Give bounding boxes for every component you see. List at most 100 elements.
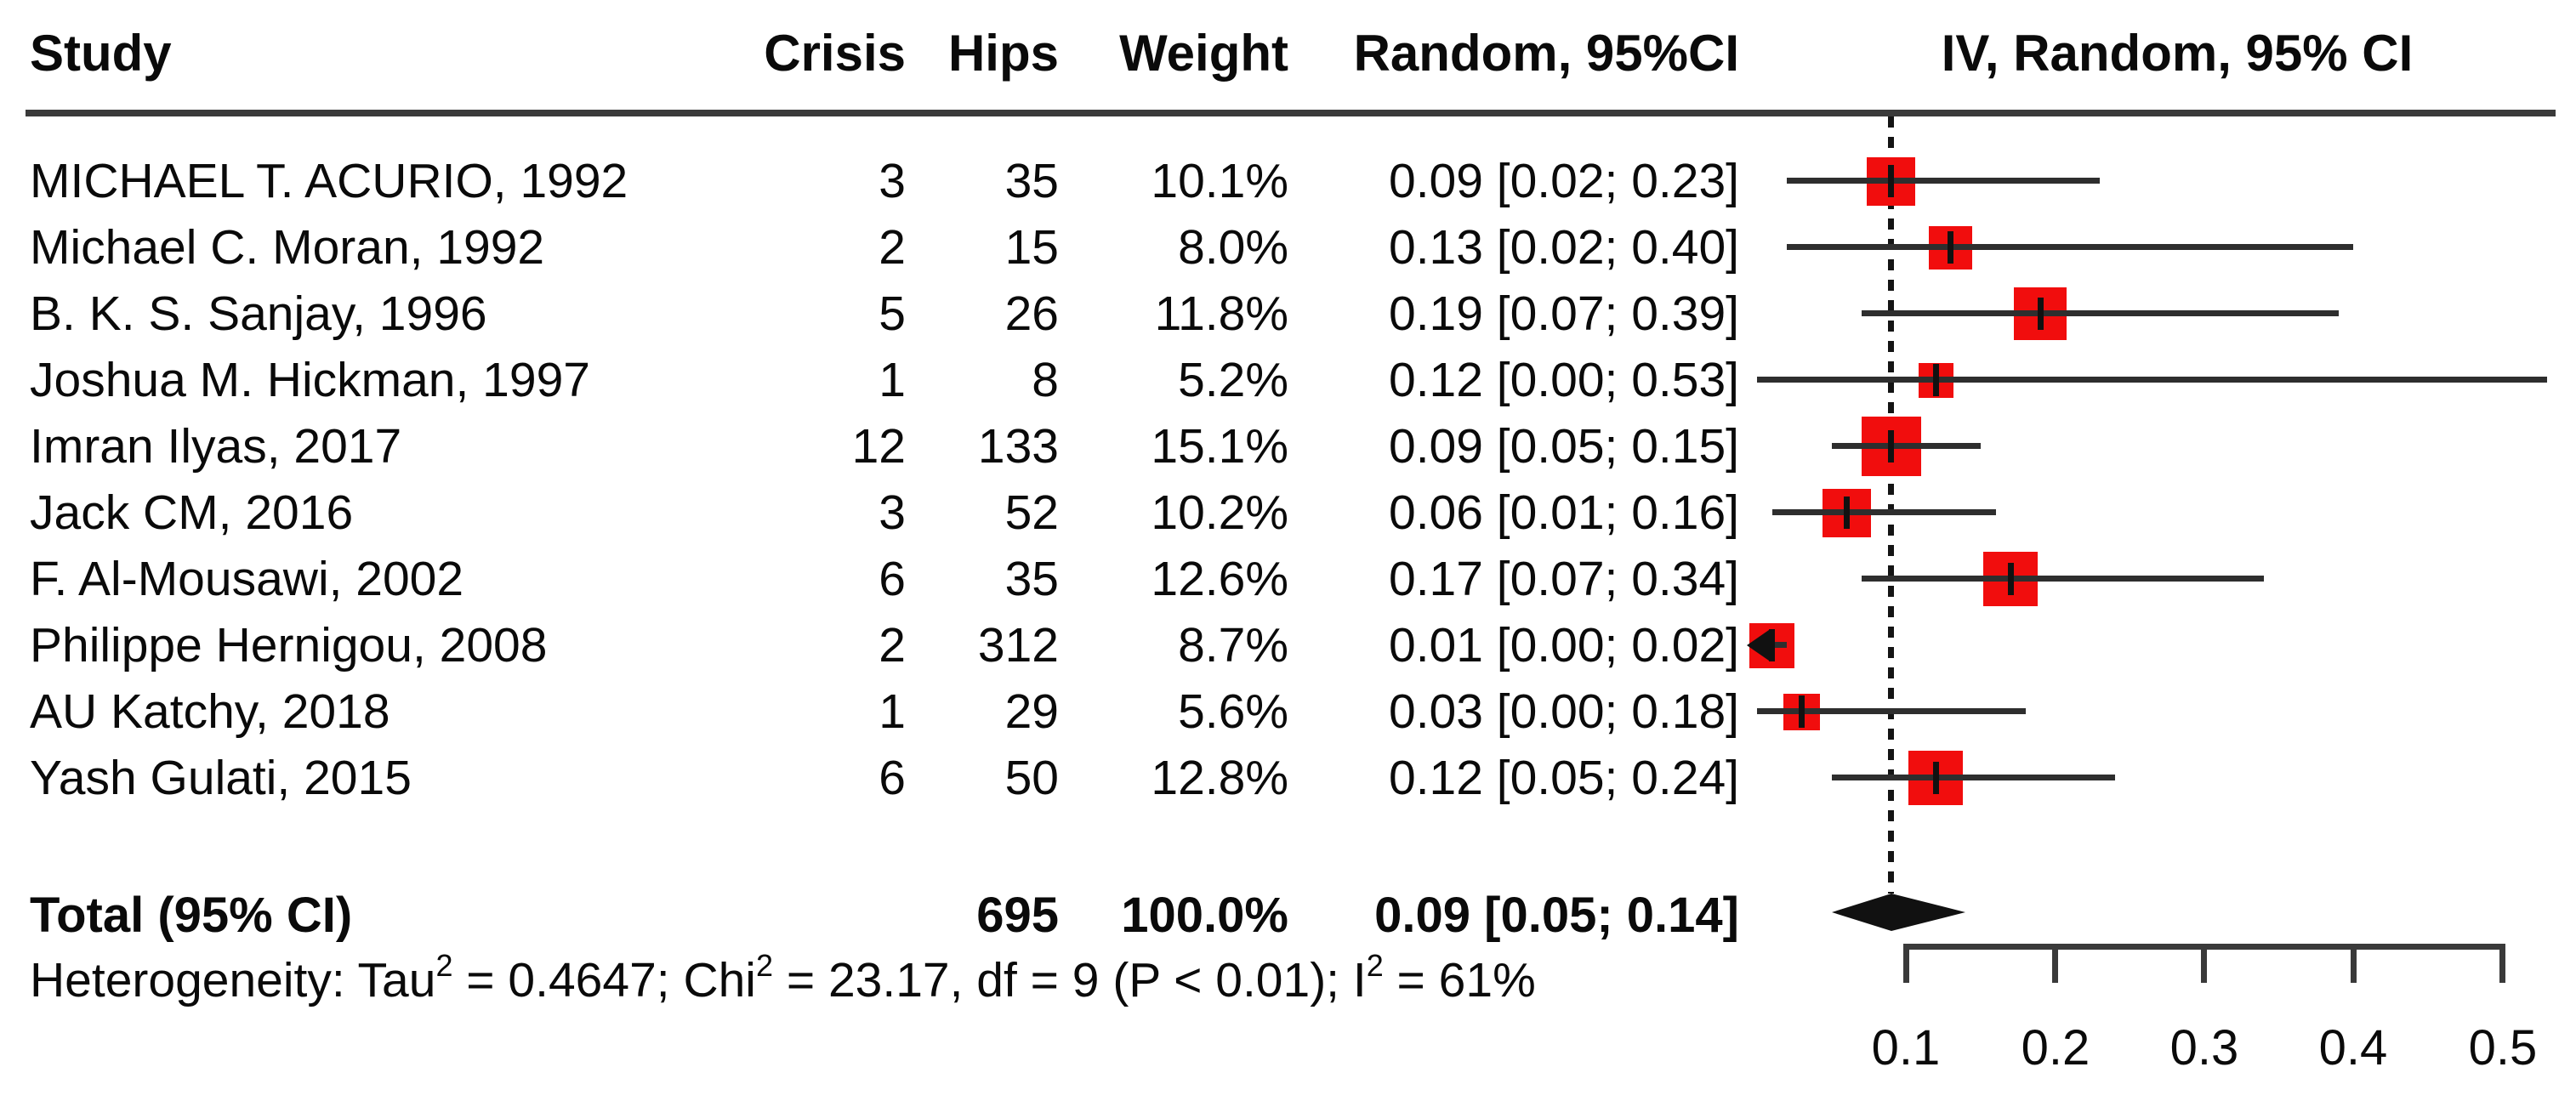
hips-value: 29: [1004, 684, 1059, 739]
x-axis-tick: [2351, 944, 2357, 983]
x-axis-tick: [2499, 944, 2505, 983]
heterogeneity-note: Heterogeneity: Tau2 = 0.4647; Chi2 = 23.…: [30, 948, 1536, 1016]
ci-value: 0.06 [0.01; 0.16]: [1389, 485, 1739, 540]
col-header-crisis: Crisis: [764, 25, 906, 82]
estimate-tick: [1888, 165, 1894, 197]
crisis-value: 5: [879, 287, 906, 341]
superscript: 2: [755, 948, 774, 983]
x-axis-tick-label: 0.3: [2169, 1020, 2239, 1075]
ci-value: 0.17 [0.07; 0.34]: [1389, 552, 1739, 606]
estimate-tick: [2038, 298, 2044, 330]
ci-whisker-line: [1757, 708, 2026, 714]
crisis-value: 2: [879, 618, 906, 673]
col-header-hips: Hips: [947, 25, 1059, 82]
study-label: B. K. S. Sanjay, 1996: [30, 287, 487, 341]
study-label: Michael C. Moran, 1992: [30, 220, 545, 275]
col-header-ci: Random, 95%CI: [1353, 25, 1739, 82]
hips-value: 50: [1004, 751, 1059, 805]
superscript: 2: [435, 948, 453, 983]
total-hips: 695: [976, 888, 1059, 943]
ci-value: 0.12 [0.00; 0.53]: [1389, 353, 1739, 407]
crisis-value: 6: [879, 751, 906, 805]
hips-value: 52: [1004, 485, 1059, 540]
total-weight: 100.0%: [1121, 888, 1288, 943]
estimate-tick: [1888, 430, 1894, 463]
hips-value: 35: [1004, 552, 1059, 606]
crisis-value: 1: [879, 684, 906, 739]
study-label: MICHAEL T. ACURIO, 1992: [30, 154, 628, 208]
estimate-tick: [1933, 364, 1939, 396]
ci-whisker-line: [1757, 377, 2547, 383]
x-axis-tick-label: 0.1: [1871, 1020, 1941, 1075]
reference-dashed-line: [1888, 116, 1894, 894]
estimate-tick: [1799, 695, 1805, 728]
estimate-tick: [2008, 563, 2014, 595]
hips-value: 133: [977, 419, 1059, 474]
x-axis-tick: [2052, 944, 2058, 983]
weight-value: 10.1%: [1151, 154, 1288, 208]
weight-value: 5.6%: [1178, 684, 1288, 739]
ci-value: 0.01 [0.00; 0.02]: [1389, 618, 1739, 673]
ci-value: 0.19 [0.07; 0.39]: [1389, 287, 1739, 341]
estimate-tick: [1933, 762, 1939, 794]
hips-value: 15: [1004, 220, 1059, 275]
ci-clipped-left-arrow: [1747, 630, 1769, 661]
ci-whisker-line: [1862, 576, 2264, 582]
total-label: Total (95% CI): [30, 888, 353, 943]
study-label: Imran Ilyas, 2017: [30, 419, 402, 474]
crisis-value: 3: [879, 485, 906, 540]
ci-whisker-line: [1787, 178, 2100, 184]
ci-value: 0.13 [0.02; 0.40]: [1389, 220, 1739, 275]
ci-value: 0.09 [0.05; 0.15]: [1389, 419, 1739, 474]
weight-value: 12.8%: [1151, 751, 1288, 805]
ci-value: 0.09 [0.02; 0.23]: [1389, 154, 1739, 208]
x-axis-tick: [2201, 944, 2207, 983]
estimate-tick: [1769, 629, 1775, 661]
heterogeneity-text: = 61%: [1383, 953, 1536, 1007]
hips-value: 26: [1004, 287, 1059, 341]
hips-value: 8: [1032, 353, 1059, 407]
ci-whisker-line: [1832, 775, 2115, 780]
crisis-value: 3: [879, 154, 906, 208]
ci-whisker-line: [1832, 443, 1981, 449]
header-rule: [26, 110, 2556, 116]
col-header-plot: IV, Random, 95% CI: [1941, 25, 2414, 82]
crisis-value: 12: [851, 419, 906, 474]
study-label: Yash Gulati, 2015: [30, 751, 412, 805]
study-label: Joshua M. Hickman, 1997: [30, 353, 590, 407]
weight-value: 8.7%: [1178, 618, 1288, 673]
heterogeneity-text: = 23.17, df = 9 (P < 0.01); I: [773, 953, 1367, 1007]
study-label: Philippe Hernigou, 2008: [30, 618, 548, 673]
x-axis-tick-label: 0.4: [2318, 1020, 2388, 1075]
study-label: F. Al-Mousawi, 2002: [30, 552, 464, 606]
col-header-weight: Weight: [1119, 25, 1288, 82]
heterogeneity-text: Heterogeneity: Tau: [30, 953, 436, 1007]
crisis-value: 1: [879, 353, 906, 407]
weight-value: 5.2%: [1178, 353, 1288, 407]
weight-value: 12.6%: [1151, 552, 1288, 606]
ci-whisker-line: [1772, 509, 1996, 515]
col-header-study: Study: [30, 25, 172, 82]
weight-value: 8.0%: [1178, 220, 1288, 275]
hips-value: 312: [977, 618, 1059, 673]
weight-value: 11.8%: [1154, 287, 1288, 341]
ci-value: 0.03 [0.00; 0.18]: [1389, 684, 1739, 739]
superscript: 2: [1366, 948, 1384, 983]
ci-whisker-line: [1787, 244, 2353, 250]
study-label: Jack CM, 2016: [30, 485, 354, 540]
estimate-tick: [1844, 497, 1850, 529]
study-label: AU Katchy, 2018: [30, 684, 390, 739]
estimate-tick: [1948, 231, 1953, 264]
ci-whisker-line: [1862, 310, 2339, 316]
diamond-shape: [1832, 894, 1965, 931]
weight-value: 10.2%: [1151, 485, 1288, 540]
x-axis-tick-label: 0.2: [2021, 1020, 2090, 1075]
crisis-value: 6: [879, 552, 906, 606]
crisis-value: 2: [879, 220, 906, 275]
x-axis-tick: [1903, 944, 1909, 983]
hips-value: 35: [1004, 154, 1059, 208]
x-axis-tick-label: 0.5: [2468, 1020, 2538, 1075]
weight-value: 15.1%: [1151, 419, 1288, 474]
heterogeneity-text: = 0.4647; Chi: [452, 953, 756, 1007]
